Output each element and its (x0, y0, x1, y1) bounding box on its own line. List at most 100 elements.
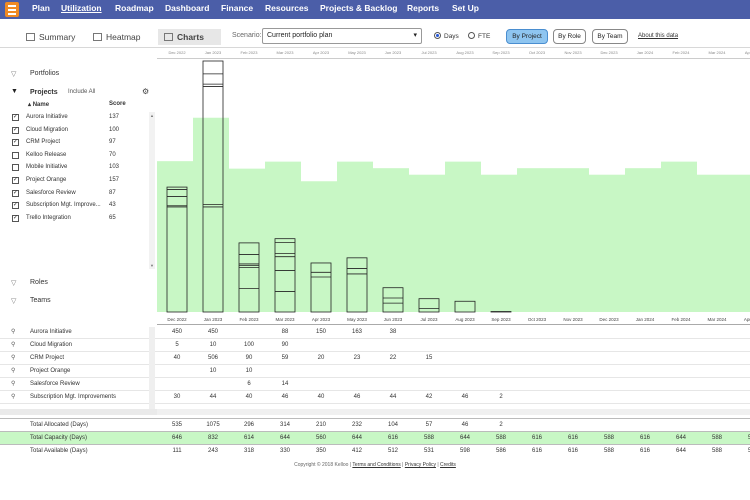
portfolios-heading[interactable]: Portfolios (30, 70, 60, 77)
project-checkbox[interactable]: ✓ (12, 177, 19, 184)
search-icon[interactable]: ⚲ (11, 368, 16, 374)
project-checkbox[interactable]: ✓ (12, 189, 19, 197)
project-row[interactable]: Mobile Initiative 103 (12, 163, 137, 173)
capacity-bar[interactable] (373, 168, 409, 312)
project-row[interactable]: ✓ Subscription Mgt. Improve... 43 (12, 201, 137, 211)
tab-charts[interactable]: Charts (158, 29, 221, 45)
nav-plan[interactable]: Plan (32, 3, 50, 13)
capacity-bar[interactable] (337, 161, 373, 312)
grid-horizontal-scrollbar[interactable] (157, 409, 750, 415)
grid-vertical-scrollbar[interactable] (149, 327, 155, 409)
capacity-bar[interactable] (229, 168, 265, 312)
include-all-link[interactable]: Include All (68, 89, 96, 95)
roles-heading[interactable]: Roles (30, 279, 48, 286)
project-row[interactable]: ✓ CRM Project 97 (12, 138, 137, 148)
capacity-bar[interactable] (517, 168, 553, 312)
tab-heatmap[interactable]: Heatmap (93, 29, 141, 45)
tab-summary[interactable]: Summary (26, 29, 75, 45)
chart-date-label: Aug 2023 (456, 50, 474, 55)
capacity-bar[interactable] (265, 161, 301, 312)
table-row[interactable]: ⚲ Cloud Migration 5 10 100 90 (0, 339, 750, 352)
filter-icon[interactable]: ▽ (11, 71, 17, 78)
capacity-bar[interactable] (625, 168, 661, 312)
by-role-button[interactable]: By Role (553, 29, 586, 44)
privacy-link[interactable]: Privacy Policy (404, 462, 436, 468)
capacity-bar[interactable] (661, 161, 697, 312)
project-list-scrollbar[interactable]: ▲ ▼ (149, 112, 155, 269)
project-row[interactable]: ✓ Salesforce Review 87 (12, 189, 137, 199)
nav-utilization[interactable]: Utilization (61, 3, 102, 13)
allocation-bar[interactable] (202, 60, 224, 313)
allocation-bar[interactable] (382, 287, 404, 313)
allocation-bar[interactable] (238, 242, 260, 313)
filter-icon[interactable]: ▽ (11, 298, 17, 305)
projects-heading[interactable]: Projects (30, 89, 58, 96)
nav-projects-backlog[interactable]: Projects & Backlog (320, 3, 398, 13)
capacity-bar[interactable] (409, 174, 445, 312)
search-icon[interactable]: ⚲ (11, 381, 16, 387)
table-row[interactable]: ⚲ CRM Project 40 506 90 59 20 23 22 15 (0, 352, 750, 365)
search-icon[interactable]: ⚲ (11, 342, 16, 348)
by-team-button[interactable]: By Team (592, 29, 628, 44)
project-row[interactable]: ✓ Trello Integration 65 (12, 214, 137, 224)
capacity-bar[interactable] (445, 161, 481, 312)
table-row[interactable]: ⚲ Salesforce Review 6 14 (0, 378, 750, 391)
project-row[interactable]: Kelloo Release 70 (12, 151, 137, 161)
table-row[interactable]: ⚲ Aurora Initiative 450 450 88 150 163 38 (0, 326, 750, 339)
project-checkbox[interactable] (12, 151, 19, 159)
kelloo-logo-icon[interactable] (5, 2, 19, 17)
scenario-select[interactable]: Current portfolio plan ▾ (262, 28, 422, 44)
project-checkbox[interactable]: ✓ (12, 202, 19, 210)
filter-active-icon[interactable]: ▼ (11, 88, 18, 95)
project-checkbox[interactable] (12, 164, 19, 172)
nav-dashboard[interactable]: Dashboard (165, 3, 210, 13)
score-column-header[interactable]: Score (109, 101, 126, 107)
capacity-bar[interactable] (589, 174, 625, 312)
project-row[interactable]: ✓ Aurora Initiative 137 (12, 113, 137, 123)
nav-resources[interactable]: Resources (265, 3, 309, 13)
filter-icon[interactable]: ▽ (11, 280, 17, 287)
allocation-bar[interactable] (454, 300, 476, 313)
fte-radio[interactable]: FTE (468, 32, 490, 40)
nav-set-up[interactable]: Set Up (452, 3, 479, 13)
allocation-bar[interactable] (274, 238, 296, 313)
project-checkbox[interactable]: ✓ (12, 126, 19, 134)
nav-reports[interactable]: Reports (407, 3, 440, 13)
days-radio[interactable]: Days (434, 32, 459, 40)
project-row[interactable]: ✓ Cloud Migration 100 (12, 126, 137, 136)
capacity-bar[interactable] (697, 174, 733, 312)
allocation-bar[interactable] (166, 186, 188, 313)
search-icon[interactable]: ⚲ (11, 394, 16, 400)
about-this-data-link[interactable]: About this data (638, 33, 679, 39)
project-row[interactable]: ✓ Project Orange 157 (12, 176, 137, 186)
capacity-bar[interactable] (301, 181, 337, 312)
teams-heading[interactable]: Teams (30, 297, 51, 304)
nav-roadmap[interactable]: Roadmap (115, 3, 154, 13)
allocation-bar[interactable] (346, 257, 368, 313)
credits-link[interactable]: Credits (440, 462, 456, 468)
capacity-bar[interactable] (733, 174, 750, 312)
search-icon[interactable]: ⚲ (11, 329, 16, 335)
name-column-header[interactable]: ▴ Name (28, 102, 50, 108)
by-project-button[interactable]: By Project (506, 29, 548, 44)
grid-horizontal-scrollbar-left[interactable] (0, 409, 157, 415)
capacity-bar[interactable] (481, 174, 517, 312)
nav-finance[interactable]: Finance (221, 3, 254, 13)
project-checkbox[interactable]: ✓ (12, 114, 19, 121)
project-checkbox[interactable]: ✓ (12, 214, 19, 222)
allocation-bar[interactable] (418, 298, 440, 313)
terms-link[interactable]: Terms and Conditions (352, 462, 401, 468)
scroll-down-icon[interactable]: ▼ (150, 263, 154, 268)
search-icon[interactable]: ⚲ (11, 355, 16, 361)
capacity-bar[interactable] (157, 161, 193, 312)
capacity-bar[interactable] (553, 168, 589, 312)
project-score: 97 (109, 139, 116, 146)
row-name: Subscription Mgt. Improvements (30, 394, 117, 400)
scroll-up-icon[interactable]: ▲ (150, 113, 154, 118)
allocation-bar[interactable] (310, 262, 332, 313)
table-row[interactable]: ⚲ Project Orange 10 10 (0, 365, 750, 378)
gear-icon[interactable]: ⚙ (142, 87, 150, 96)
project-checkbox[interactable]: ✓ (12, 139, 19, 147)
capacity-bar[interactable] (193, 117, 229, 312)
table-row[interactable]: ⚲ Subscription Mgt. Improvements 30 44 40 46… (0, 391, 750, 404)
